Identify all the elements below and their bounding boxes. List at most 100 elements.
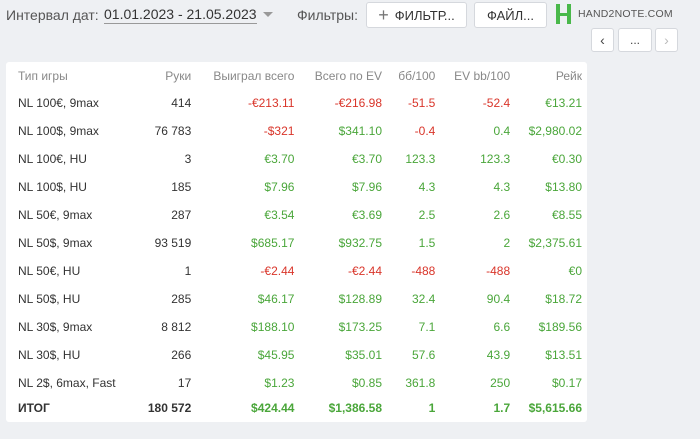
cell-ev-bb100: 2.6 xyxy=(493,208,511,222)
filter-button-label: ФИЛЬТР... xyxy=(394,7,455,23)
cell-rake: $189.56 xyxy=(538,320,582,334)
cell-ev-bb100: 0.4 xyxy=(493,124,511,138)
cell-hands: 180 572 xyxy=(147,401,192,415)
cell-hands: 266 xyxy=(171,348,192,362)
cell-hands: 76 783 xyxy=(154,124,192,138)
table-total-row[interactable]: ИТОГ 180 572 $424.44 $1,386.58 1 1.7 $5,615.66 xyxy=(6,397,587,419)
cell-rake: $2,980.02 xyxy=(528,124,582,138)
cell-game-type: NL 50€, 9max xyxy=(18,208,93,222)
column-header-hands[interactable]: Руки xyxy=(165,68,192,83)
chevron-down-icon[interactable] xyxy=(263,12,273,17)
cell-rake: €0.30 xyxy=(551,152,582,166)
table-row[interactable]: NL 100$, 9max 76 783 -$321 $341.10 -0.4 0.4 $2… xyxy=(6,117,587,145)
cell-bb100: 4.3 xyxy=(418,180,436,194)
cell-bb100: 1 xyxy=(428,401,436,415)
cell-bb100: 2.5 xyxy=(418,208,436,222)
filter-button[interactable]: + ФИЛЬТР... xyxy=(366,2,467,28)
cell-bb100: -0.4 xyxy=(414,124,436,138)
table-row[interactable]: NL 100$, HU 185 $7.96 $7.96 4.3 4.3 $13.80 xyxy=(6,173,587,201)
cell-game-type: NL 30$, 9max xyxy=(18,320,93,334)
table-row[interactable]: NL 100€, HU 3 €3.70 €3.70 123.3 123.3 €0.30 xyxy=(6,145,587,173)
table-row[interactable]: NL 50$, HU 285 $46.17 $128.89 32.4 90.4 $18.72 xyxy=(6,285,587,313)
hand2note-logo[interactable]: HAND2NOTE.COM xyxy=(554,3,673,25)
cell-won-total: -$321 xyxy=(263,124,295,138)
toolbar: Интервал дат: 01.01.2023 - 21.05.2023 Фи… xyxy=(0,0,700,30)
column-header-ev-bb100[interactable]: EV bb/100 xyxy=(454,68,511,83)
column-header-won-total[interactable]: Выиграл всего xyxy=(213,68,295,83)
file-button-label: ФАЙЛ... xyxy=(487,7,534,23)
cell-bb100: -51.5 xyxy=(408,96,436,110)
cell-bb100: -488 xyxy=(411,264,436,278)
table-row[interactable]: NL 30$, 9max 8 812 $188.10 $173.25 7.1 6.6 $18… xyxy=(6,313,587,341)
cell-ev-bb100: 90.4 xyxy=(486,292,511,306)
date-interval-select[interactable]: 01.01.2023 - 21.05.2023 xyxy=(104,6,257,24)
cell-rake: $18.72 xyxy=(545,292,582,306)
date-interval-label: Интервал дат: xyxy=(6,7,99,23)
cell-bb100: 7.1 xyxy=(418,320,436,334)
logo-text: HAND2NOTE.COM xyxy=(578,8,673,20)
table-row[interactable]: NL 50€, 9max 287 €3.54 €3.69 2.5 2.6 €8.55 xyxy=(6,201,587,229)
cell-ev-total: -€2.44 xyxy=(347,264,382,278)
file-button[interactable]: ФАЙЛ... xyxy=(474,2,547,28)
cell-bb100: 361.8 xyxy=(405,376,436,390)
cell-hands: 3 xyxy=(184,152,192,166)
cell-won-total: -€213.11 xyxy=(247,96,295,110)
table-row[interactable]: NL 50$, 9max 93 519 $685.17 $932.75 1.5 2 $2,3… xyxy=(6,229,587,257)
cell-won-total: €3.70 xyxy=(264,152,295,166)
cell-hands: 8 812 xyxy=(161,320,192,334)
cell-ev-total: $7.96 xyxy=(351,180,382,194)
cell-ev-bb100: 2 xyxy=(503,236,511,250)
cell-won-total: $1.23 xyxy=(264,376,295,390)
cell-bb100: 57.6 xyxy=(412,348,436,362)
cell-hands: 285 xyxy=(171,292,192,306)
cell-ev-bb100: 4.3 xyxy=(493,180,511,194)
cell-hands: 287 xyxy=(171,208,192,222)
cell-won-total: $188.10 xyxy=(251,320,295,334)
table-row[interactable]: NL 30$, HU 266 $45.95 $35.01 57.6 43.9 $13.51 xyxy=(6,341,587,369)
cell-game-type: NL 2$, 6max, Fast xyxy=(18,376,116,390)
cell-rake: $13.51 xyxy=(545,348,582,362)
more-button[interactable]: ... xyxy=(618,28,652,52)
cell-won-total: $7.96 xyxy=(264,180,295,194)
cell-ev-bb100: 1.7 xyxy=(493,401,511,415)
cell-bb100: 123.3 xyxy=(405,152,436,166)
cell-ev-total: $35.01 xyxy=(345,348,382,362)
cell-hands: 414 xyxy=(171,96,192,110)
table-row[interactable]: NL 100€, 9max 414 -€213.11 -€216.98 -51.5 -52… xyxy=(6,89,587,117)
cell-game-type: NL 50$, HU xyxy=(18,292,81,306)
prev-page-button[interactable]: ‹ xyxy=(591,28,614,52)
filters-label: Фильтры: xyxy=(297,7,358,23)
cell-rake: $0.17 xyxy=(551,376,582,390)
table-row[interactable]: NL 50€, HU 1 -€2.44 -€2.44 -488 -488 €0 xyxy=(6,257,587,285)
cell-rake: $2,375.61 xyxy=(528,236,582,250)
plus-icon: + xyxy=(378,5,389,25)
cell-game-type: NL 50€, HU xyxy=(18,264,81,278)
cell-rake: €0 xyxy=(568,264,582,278)
cell-game-type: NL 100€, HU xyxy=(18,152,87,166)
cell-ev-bb100: 6.6 xyxy=(493,320,511,334)
cell-hands: 93 519 xyxy=(154,236,192,250)
next-page-button[interactable]: › xyxy=(655,28,678,52)
cell-ev-total: $1,386.58 xyxy=(328,401,382,415)
column-header-bb100[interactable]: бб/100 xyxy=(398,68,436,83)
cell-bb100: 32.4 xyxy=(412,292,436,306)
column-header-ev-total[interactable]: Всего по EV xyxy=(314,68,382,83)
cell-rake: $13.80 xyxy=(545,180,582,194)
column-header-game-type[interactable]: Тип игры xyxy=(18,68,68,83)
cell-rake: €13.21 xyxy=(545,96,582,110)
cell-ev-total: -€216.98 xyxy=(334,96,382,110)
cell-ev-total: €3.69 xyxy=(351,208,382,222)
cell-won-total: $424.44 xyxy=(251,401,295,415)
cell-ev-bb100: -52.4 xyxy=(482,96,511,110)
cell-ev-total: $932.75 xyxy=(338,236,382,250)
column-header-rake[interactable]: Рейк xyxy=(555,68,582,83)
table-header-row: Тип игры Руки Выиграл всего Всего по EV … xyxy=(6,62,587,89)
cell-ev-bb100: 43.9 xyxy=(486,348,511,362)
cell-ev-bb100: -488 xyxy=(486,264,511,278)
cell-ev-bb100: 250 xyxy=(490,376,511,390)
cell-bb100: 1.5 xyxy=(418,236,436,250)
table-row[interactable]: NL 2$, 6max, Fast 17 $1.23 $0.85 361.8 250 $0.… xyxy=(6,369,587,397)
cell-hands: 17 xyxy=(177,376,192,390)
cell-game-type: NL 100€, 9max xyxy=(18,96,99,110)
cell-game-type: NL 100$, 9max xyxy=(18,124,99,138)
